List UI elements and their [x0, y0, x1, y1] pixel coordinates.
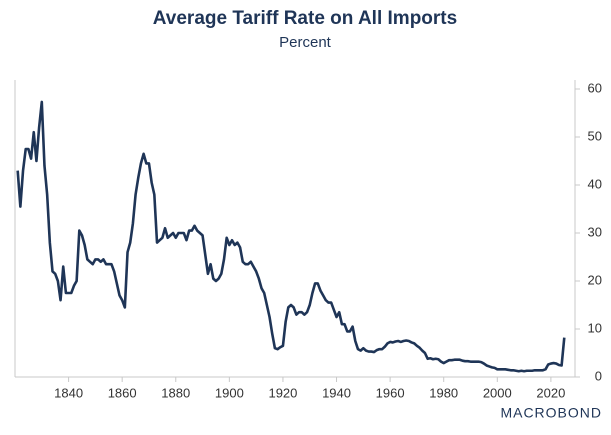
x-tick-label: 1840: [54, 385, 83, 400]
y-tick-label: 60: [588, 80, 602, 95]
x-tick-label: 1900: [215, 385, 244, 400]
logo: MACROBOND: [500, 405, 602, 421]
y-tick-label: 50: [588, 128, 602, 143]
y-tick-label: 10: [588, 320, 602, 335]
y-tick-label: 0: [595, 368, 602, 383]
x-tick-label: 2020: [536, 385, 565, 400]
chart-subtitle: Percent: [279, 34, 332, 51]
x-tick-label: 1860: [108, 385, 137, 400]
y-tick-label: 40: [588, 176, 602, 191]
x-tick-label: 1980: [429, 385, 458, 400]
x-tick-label: 1960: [376, 385, 405, 400]
x-tick-label: 1880: [161, 385, 190, 400]
chart-title: Average Tariff Rate on All Imports: [153, 8, 457, 29]
x-tick-label: 1920: [268, 385, 297, 400]
line: [16, 100, 566, 373]
y-tick-label: 20: [588, 272, 602, 287]
y-tick-label: 30: [588, 224, 602, 239]
x-tick-label: 1940: [322, 385, 351, 400]
x-tick-label: 2000: [483, 385, 512, 400]
